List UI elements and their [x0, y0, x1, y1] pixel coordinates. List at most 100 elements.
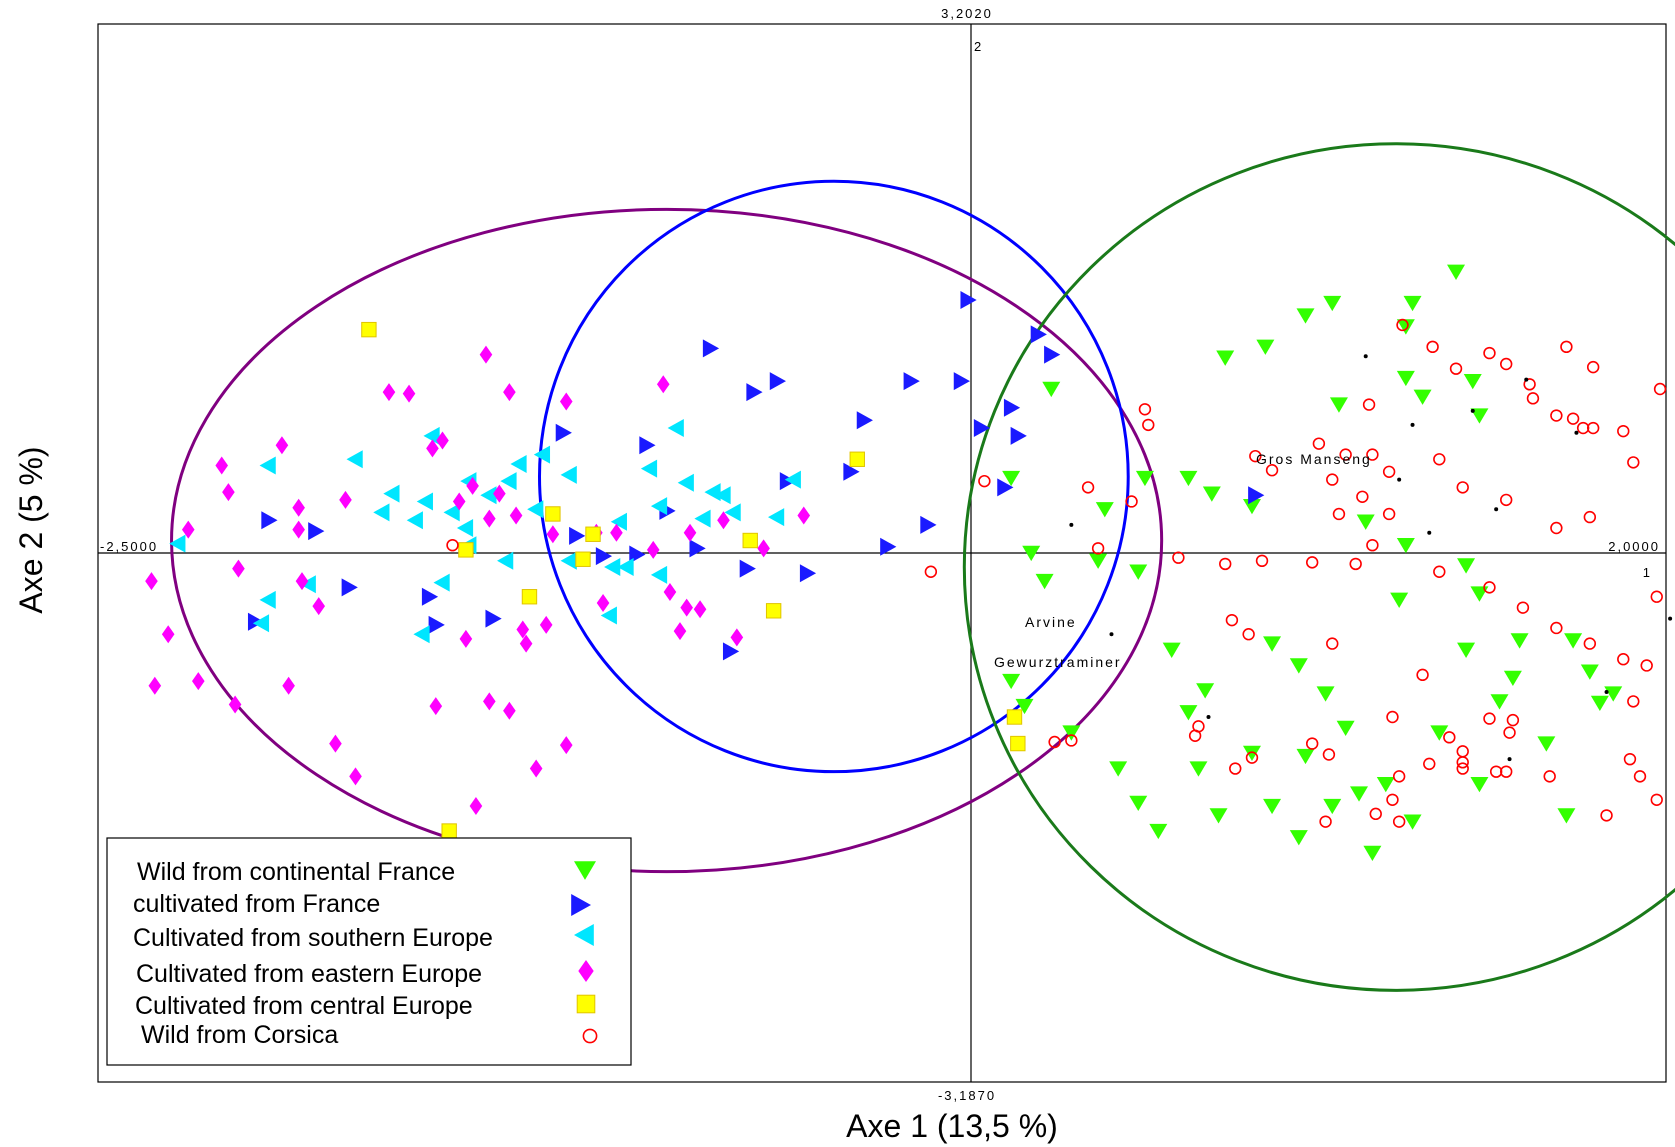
corsica-point	[1192, 720, 1205, 733]
wild-france-point	[1396, 370, 1415, 387]
corsica-point	[1219, 557, 1232, 571]
eastern-europe-point	[483, 692, 496, 711]
eastern-europe-point	[382, 383, 396, 402]
corsica-point	[1138, 403, 1152, 416]
wild-france-point	[1129, 795, 1148, 812]
cultivated-france-point	[1030, 325, 1047, 344]
corsica-point	[1245, 751, 1259, 764]
corsica-point-centre	[1427, 530, 1432, 535]
corsica-point	[1125, 495, 1138, 508]
wild-france-point	[1590, 695, 1609, 712]
corsica-point	[1550, 521, 1563, 535]
corsica-point	[1516, 601, 1530, 614]
corsica-point	[1456, 481, 1469, 494]
cultivated-france-point	[843, 462, 860, 481]
wild-france-point	[1089, 553, 1108, 569]
legend-label-central-europe: Cultivated from central Europe	[135, 992, 473, 1020]
group-ellipse-2	[962, 142, 1675, 992]
wild-france-point	[1095, 502, 1114, 518]
eastern-europe-point	[402, 384, 416, 403]
wild-france-point	[1463, 373, 1482, 390]
eastern-europe-point	[516, 620, 530, 639]
southern-europe-point	[560, 551, 577, 570]
corsica-point	[1349, 557, 1362, 571]
central-europe-point	[545, 506, 561, 522]
wild-france-point	[1323, 798, 1342, 815]
cultivated-france-point	[880, 537, 897, 556]
eastern-europe-point	[610, 523, 623, 542]
southern-europe-point	[169, 534, 186, 553]
wild-france-point	[1323, 295, 1342, 312]
central-europe-point	[458, 542, 474, 558]
eastern-europe-point	[429, 697, 443, 716]
southern-europe-point	[497, 551, 514, 570]
corsica-point	[1650, 590, 1663, 603]
cultivated-france-point	[960, 290, 977, 309]
corsica-point	[1583, 637, 1597, 650]
corsica-point	[1489, 765, 1503, 778]
southern-europe-point	[456, 519, 474, 538]
corsica-point-centre	[1397, 477, 1402, 482]
wild-france-point	[1350, 786, 1369, 802]
wild-france-point	[1316, 686, 1335, 702]
wild-france-point	[1490, 694, 1509, 710]
eastern-europe-point	[459, 629, 473, 648]
eastern-europe-point	[312, 597, 326, 616]
corsica-point	[1326, 473, 1339, 486]
cultivated-france-point	[856, 411, 873, 430]
eastern-europe-point	[503, 701, 516, 720]
annotation-arvine: Arvine	[1025, 614, 1077, 630]
wild-france-point	[1149, 823, 1168, 840]
eastern-europe-point	[469, 797, 483, 816]
corsica-point	[1366, 448, 1379, 461]
wild-france-point	[1109, 761, 1128, 777]
cultivated-france-point	[341, 578, 358, 597]
central-europe-point	[1006, 709, 1023, 725]
wild-france-point	[1263, 636, 1282, 652]
annotation-gewurztraminer: Gewurztraminer	[994, 654, 1122, 670]
cultivated-france-point	[1010, 426, 1027, 445]
corsica-point	[1499, 493, 1513, 507]
corsica-point	[1449, 362, 1463, 375]
eastern-europe-point	[339, 490, 352, 509]
corsica-point	[1650, 793, 1663, 806]
corsica-point	[1586, 421, 1600, 435]
wild-france-point	[1390, 592, 1409, 608]
data-points	[145, 264, 1673, 862]
central-europe-point	[585, 526, 601, 542]
cultivated-france-point	[261, 511, 278, 530]
wild-france-point	[1135, 470, 1154, 487]
cultivated-france-point	[739, 559, 756, 578]
corsica-point	[1483, 581, 1496, 594]
corsica-point	[1550, 409, 1563, 422]
eastern-europe-point	[215, 456, 229, 475]
wild-france-point	[1363, 845, 1382, 862]
vertical-axis-id: 2	[974, 39, 983, 54]
corsica-point	[1483, 712, 1496, 725]
southern-europe-point	[784, 470, 801, 489]
corsica-point	[1423, 757, 1436, 771]
legend-marker-triangle-down	[574, 861, 596, 880]
central-europe-point	[361, 321, 377, 338]
cultivated-france-point	[1248, 486, 1265, 505]
corsica-point	[1386, 710, 1399, 724]
corsica-point	[924, 565, 938, 578]
southern-europe-point	[299, 575, 316, 594]
wild-france-point	[1356, 514, 1375, 530]
corsica-point	[1560, 340, 1573, 354]
southern-europe-point	[677, 473, 694, 492]
corsica-point	[1065, 734, 1078, 747]
corsica-point	[1249, 449, 1262, 463]
wild-france-point	[1289, 830, 1308, 846]
corsica-point	[1382, 465, 1396, 478]
wild-france-point	[1580, 664, 1599, 680]
eastern-europe-point	[329, 734, 342, 753]
wild-france-point	[1202, 486, 1221, 502]
legend-box	[106, 837, 632, 1066]
corsica-point-centre	[1574, 430, 1579, 435]
wild-france-point	[1470, 776, 1489, 793]
central-europe-point	[521, 589, 538, 605]
eastern-europe-point	[559, 392, 573, 411]
eastern-europe-point	[466, 476, 479, 495]
